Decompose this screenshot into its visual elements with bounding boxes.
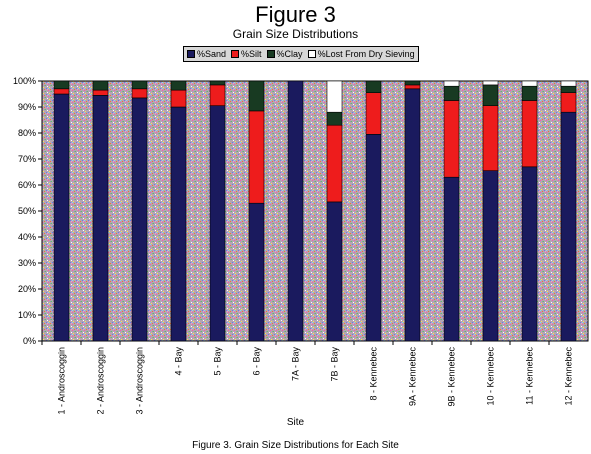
x-tick-label: 3 - Androscoggin — [135, 347, 145, 415]
bar-segment — [131, 88, 148, 99]
bar-segment — [170, 106, 187, 342]
y-tick-label: 60% — [18, 180, 36, 190]
legend-swatch — [266, 50, 275, 58]
bar-segment — [131, 97, 148, 342]
bar-segment — [560, 111, 577, 342]
y-tick-label: 70% — [18, 154, 36, 164]
legend-swatch — [307, 50, 316, 58]
bar-segment — [53, 80, 70, 90]
bar-segment — [326, 124, 343, 203]
bar-segment — [404, 84, 421, 90]
bar-segment — [482, 105, 499, 172]
legend-swatch — [231, 50, 240, 58]
stacked-bar-chart: 0% 10% 20% 30% 40% 50% 60% 70% 80% 90% 100% 1 - An… — [13, 76, 589, 415]
bar-segment — [560, 92, 577, 113]
bar-segment — [404, 88, 421, 342]
bar-segment — [521, 166, 538, 342]
x-tick-label: 2 - Androscoggin — [96, 347, 106, 415]
x-tick-label: 1 - Androscoggin — [57, 347, 67, 415]
bar-segment — [170, 89, 187, 108]
legend-item: %Sand — [187, 49, 226, 59]
bar-segment — [248, 202, 265, 342]
bar-segment — [365, 92, 382, 135]
x-axis: 1 - Androscoggin 2 - Androscoggin 3 - Andr… — [41, 341, 574, 415]
bar-segment — [92, 94, 109, 342]
legend-label: %Lost From Dry Sieving — [317, 49, 415, 59]
bar-segment — [287, 80, 304, 342]
bars-group — [53, 80, 577, 342]
bar-segment — [209, 84, 226, 106]
y-axis: 0% 10% 20% 30% 40% 50% 60% 70% 80% 90% 100% — [13, 76, 42, 346]
bar-segment — [248, 80, 265, 112]
x-tick-label: 4 - Bay — [174, 347, 184, 376]
legend-item: %Silt — [231, 49, 262, 59]
bar-segment — [92, 89, 109, 96]
legend-label: %Sand — [197, 49, 227, 59]
y-tick-label: 40% — [18, 232, 36, 242]
x-tick-label: 6 - Bay — [252, 347, 262, 376]
bar-segment — [53, 88, 70, 95]
y-tick-label: 30% — [18, 258, 36, 268]
y-tick-label: 0% — [23, 336, 36, 346]
bar-segment — [443, 80, 460, 87]
bar-segment — [443, 100, 460, 178]
bar-segment — [209, 80, 226, 86]
x-tick-label: 5 - Bay — [213, 347, 223, 376]
chart-subtitle: Grain Size Distributions — [232, 27, 359, 41]
bar-segment — [404, 80, 421, 86]
bar-segment — [326, 80, 343, 113]
figure-caption: Figure 3. Grain Size Distributions for E… — [192, 440, 399, 451]
figure-title: Figure 3 — [255, 2, 336, 27]
x-tick-label: 7A - Bay — [291, 347, 301, 382]
x-tick-label: 9A - Kennebec — [408, 347, 418, 407]
bar-segment — [365, 134, 382, 342]
x-tick-label: 12 - Kennebec — [564, 347, 574, 406]
bar-segment — [521, 80, 538, 87]
x-tick-label: 9B - Kennebec — [447, 347, 457, 407]
bar-segment — [482, 170, 499, 342]
bar-segment — [443, 176, 460, 342]
y-tick-label: 80% — [18, 128, 36, 138]
bar-segment — [326, 111, 343, 126]
bar-segment — [521, 100, 538, 168]
legend-label: %Clay — [276, 49, 303, 59]
bar-segment — [521, 85, 538, 101]
x-axis-label: Site — [286, 417, 305, 428]
bar-segment — [209, 105, 226, 342]
bar-segment — [248, 110, 265, 204]
y-tick-label: 50% — [18, 206, 36, 216]
bar-segment — [53, 93, 70, 342]
x-tick-label: 11 - Kennebec — [525, 347, 535, 405]
y-tick-label: 90% — [18, 102, 36, 112]
legend-swatch — [187, 50, 195, 58]
y-tick-label: 100% — [13, 76, 36, 86]
y-tick-label: 20% — [18, 284, 36, 294]
legend-item: %Clay — [266, 49, 303, 59]
plot-area — [41, 80, 589, 342]
bar-segment — [482, 84, 499, 106]
bar-segment — [482, 80, 499, 86]
bar-segment — [560, 80, 577, 87]
bar-segment — [131, 80, 148, 90]
bar-segment — [326, 201, 343, 342]
legend-item: %Lost From Dry Sieving — [307, 49, 415, 59]
chart-legend: %Sand %Silt %Clay %Lost From Dry Sieving — [183, 46, 419, 62]
y-tick-label: 10% — [18, 310, 36, 320]
bar-segment — [170, 80, 187, 91]
x-tick-label: 10 - Kennebec — [486, 347, 496, 406]
bar-segment — [560, 85, 577, 94]
bar-segment — [92, 80, 109, 91]
bar-segment — [365, 80, 382, 93]
legend-label: %Silt — [241, 49, 262, 59]
x-tick-label: 8 - Kennebec — [369, 347, 379, 401]
bar-segment — [443, 85, 460, 101]
x-tick-label: 7B - Bay — [330, 347, 340, 382]
